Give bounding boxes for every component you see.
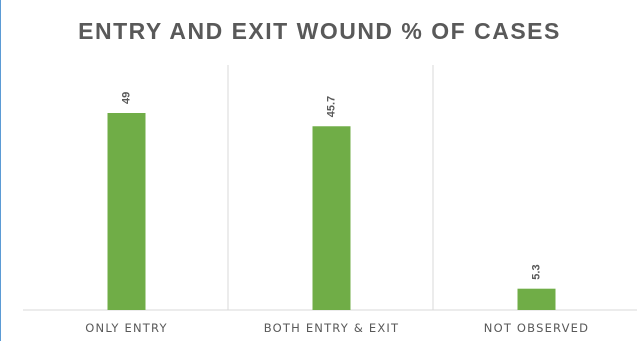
data-label: 45.7: [326, 96, 338, 117]
data-labels: 49 45.7 5.3: [121, 92, 543, 280]
category-label: BOTH ENTRY & EXIT: [264, 321, 399, 335]
bar: [107, 113, 146, 310]
category-label: NOT OBSERVED: [484, 321, 589, 335]
bar: [517, 288, 556, 310]
bar: [312, 126, 351, 310]
chart-title: ENTRY AND EXIT WOUND % OF CASES: [78, 18, 561, 44]
data-label: 5.3: [531, 264, 543, 279]
category-label: ONLY ENTRY: [85, 321, 167, 335]
bars: [107, 113, 556, 310]
data-label: 49: [121, 92, 133, 104]
category-labels: ONLY ENTRY BOTH ENTRY & EXIT NOT OBSERVED: [85, 321, 589, 335]
